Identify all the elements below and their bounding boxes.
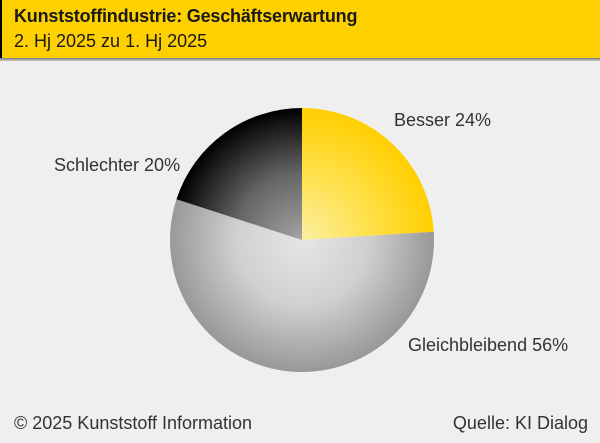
- pie-label-gleichbleibend: Gleichbleibend 56%: [408, 335, 569, 355]
- chart-subtitle: 2. Hj 2025 zu 1. Hj 2025: [14, 31, 208, 51]
- source-text: Quelle: KI Dialog: [452, 413, 588, 433]
- pie-slice-besser: [302, 108, 434, 240]
- pie-label-schlechter: Schlechter 20%: [54, 155, 181, 175]
- pie-label-besser: Besser 24%: [394, 110, 492, 130]
- header-shadow: [0, 58, 600, 61]
- chart-title: Kunststoffindustrie: Geschäftserwartung: [14, 6, 358, 26]
- header: Kunststoffindustrie: Geschäftserwartung …: [0, 0, 600, 58]
- footer: © 2025 Kunststoff Information Quelle: KI…: [14, 413, 588, 434]
- copyright-text: © 2025 Kunststoff Information: [14, 413, 253, 433]
- pie-slice-schlechter: [176, 108, 302, 240]
- pie-slice-gleichbleibend: [170, 199, 435, 372]
